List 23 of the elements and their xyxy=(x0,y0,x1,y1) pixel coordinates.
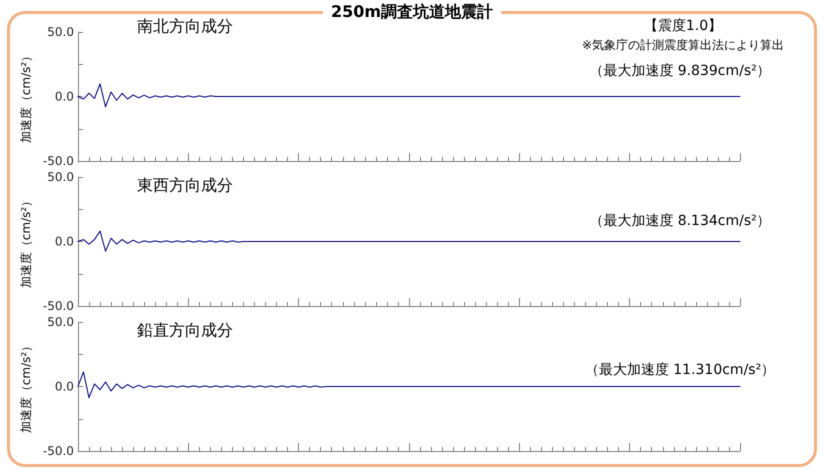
y-axis-title: 加速度（cm/s²） xyxy=(19,50,33,144)
chart-title: 250m調査坑道地震計 xyxy=(330,2,494,21)
annotation: （最大加速度 8.134cm/s²） xyxy=(589,213,771,229)
y-axis-title: 加速度（cm/s²） xyxy=(19,194,33,288)
y-tick-label: -50.0 xyxy=(42,299,74,313)
y-tick-label: 50.0 xyxy=(47,25,74,39)
y-tick-label: -50.0 xyxy=(42,154,74,168)
y-tick-label: 0.0 xyxy=(54,380,74,394)
y-tick-label: 50.0 xyxy=(47,170,74,184)
annotation: （最大加速度 11.310cm/s²） xyxy=(584,362,776,378)
chart-subtitle: 鉛直方向成分 xyxy=(137,320,233,340)
chart-subtitle: 南北方向成分 xyxy=(137,16,233,36)
y-tick-label: 0.0 xyxy=(54,90,74,104)
y-axis-title: 加速度（cm/s²） xyxy=(19,340,33,434)
line-series xyxy=(77,83,740,108)
annotation: 【震度1.0】 xyxy=(644,18,722,34)
y-tick-label: 50.0 xyxy=(47,315,74,329)
chart-subtitle: 東西方向成分 xyxy=(137,176,233,194)
annotation: （最大加速度 9.839cm/s²） xyxy=(589,63,771,79)
y-tick-label: 0.0 xyxy=(54,234,74,248)
y-tick-label: -50.0 xyxy=(42,444,74,458)
annotation: ※気象庁の計測震度算出法により算出 xyxy=(582,38,784,52)
line-series xyxy=(77,230,740,252)
